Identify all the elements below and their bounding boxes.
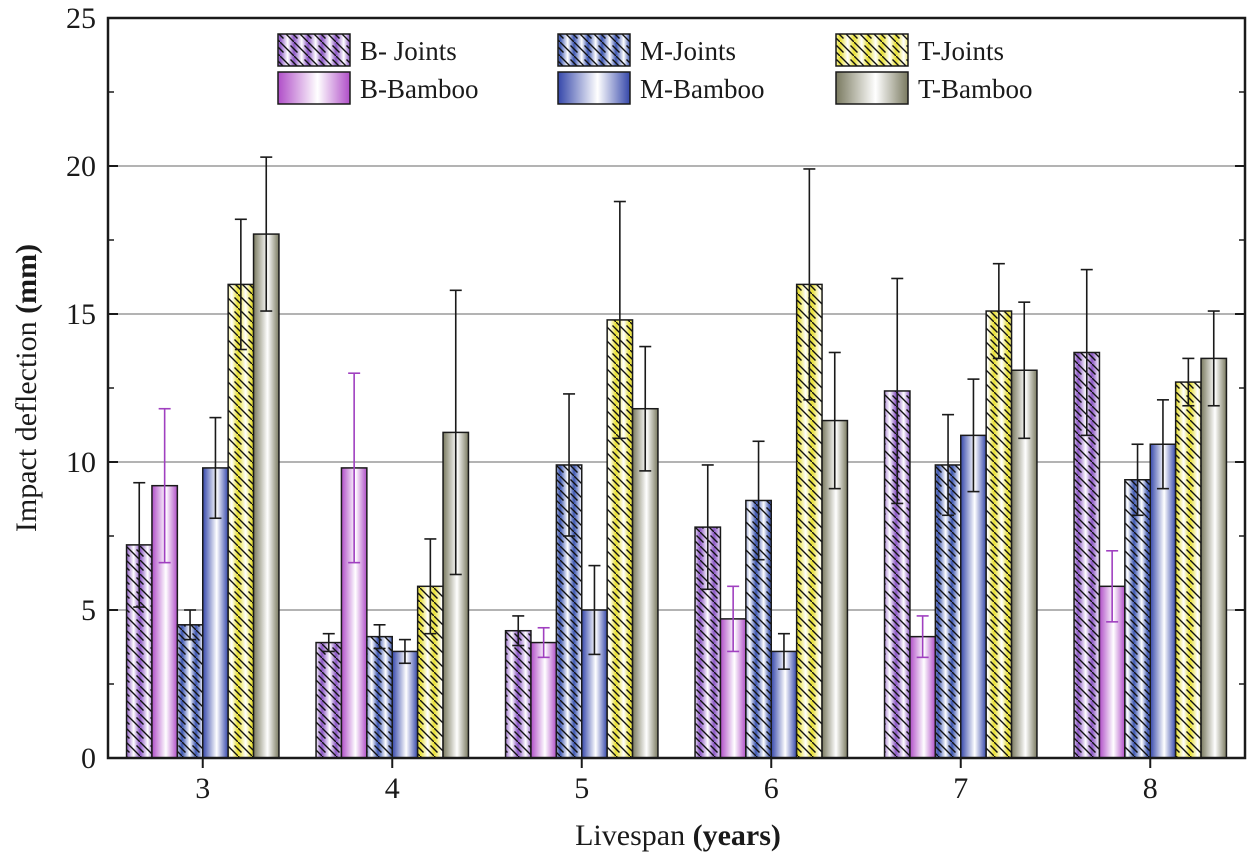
legend-label: T-Joints — [918, 36, 1004, 66]
error-bar — [424, 538, 437, 635]
y-axis-label-text: Impact deflection — [10, 321, 43, 532]
error-bar — [184, 609, 197, 641]
bar-m-joints-8 — [1124, 479, 1151, 759]
error-bar — [348, 372, 361, 564]
legend-item-b-bamboo: B-Bamboo — [277, 71, 479, 105]
bar-t-joints-7 — [985, 310, 1013, 759]
y-tick-label: 5 — [81, 594, 96, 627]
error-bar — [449, 289, 462, 576]
y-tick-label: 20 — [66, 150, 96, 183]
x-axis-label-text: Livespan — [575, 819, 685, 852]
error-bar — [639, 345, 652, 472]
bar-m-bamboo-4 — [391, 650, 419, 759]
error-bar — [891, 277, 904, 505]
gridlines — [108, 165, 1245, 611]
error-bars — [133, 156, 1220, 671]
x-axis-label: Livespan (years) — [575, 819, 781, 852]
x-axis-label-unit: (years) — [693, 819, 781, 852]
legend-label: B-Bamboo — [360, 74, 479, 104]
error-bar — [752, 440, 765, 561]
x-tick-label: 3 — [195, 772, 210, 805]
x-tick-label: 8 — [1143, 772, 1158, 805]
legend-item-t-bamboo: T-Bamboo — [835, 71, 1033, 105]
error-bar — [916, 615, 929, 659]
error-bar — [1182, 357, 1195, 407]
bar-t-bamboo-3 — [252, 233, 280, 759]
x-tick-label: 5 — [574, 772, 589, 805]
error-bar — [1080, 268, 1093, 437]
legend-label: M-Joints — [640, 36, 736, 66]
error-bar — [133, 481, 146, 608]
y-axis-label-unit: (mm) — [10, 244, 43, 314]
bar-m-joints-3 — [176, 624, 204, 759]
legend-item-m-joints: M-Joints — [557, 33, 736, 67]
x-tick-label: 4 — [385, 772, 400, 805]
y-axis-label: Impact deflection (mm) — [10, 244, 43, 532]
legend-item-t-joints: T-Joints — [835, 33, 1004, 67]
legend-swatch — [835, 33, 909, 67]
error-bar — [1131, 443, 1144, 517]
bar-b-bamboo-5 — [530, 641, 558, 759]
error-bar — [777, 632, 790, 671]
error-bar — [373, 623, 386, 650]
legend-label: M-Bamboo — [640, 74, 765, 104]
legend-swatch — [835, 71, 909, 105]
error-bar — [234, 218, 247, 351]
legend-label: B- Joints — [360, 36, 457, 66]
error-bar — [828, 351, 841, 490]
error-bar — [1156, 399, 1169, 490]
error-bar — [209, 416, 222, 520]
error-bar — [1106, 549, 1119, 623]
legend-item-b-joints: B- Joints — [277, 33, 457, 67]
error-bar — [967, 378, 980, 493]
error-bar — [398, 638, 411, 665]
bar-t-bamboo-8 — [1200, 357, 1228, 759]
error-bar — [1207, 310, 1220, 407]
error-bar — [588, 564, 601, 656]
bar-b-joints-4 — [315, 641, 343, 759]
error-bar — [537, 626, 550, 659]
legend-label: T-Bamboo — [918, 74, 1033, 104]
bar-m-bamboo-8 — [1149, 443, 1177, 759]
bars — [125, 233, 1228, 759]
x-tick-label: 7 — [953, 772, 968, 805]
y-tick-label: 0 — [81, 742, 96, 775]
legend: B- Joints M-Joints T-Joints B-Bamboo M-Bambo… — [277, 33, 1033, 105]
error-bar — [260, 156, 273, 312]
error-bar — [942, 413, 955, 517]
axes: 0 5 10 15 20 25 3 4 5 6 7 8 — [66, 2, 1245, 805]
legend-item-m-bamboo: M-Bamboo — [557, 71, 765, 105]
error-bar — [992, 262, 1005, 360]
legend-swatch — [557, 71, 631, 105]
y-tick-label: 10 — [66, 446, 96, 479]
legend-swatch — [277, 71, 351, 105]
legend-swatch — [277, 33, 351, 67]
y-tick-label: 25 — [66, 2, 96, 35]
x-tick-label: 6 — [764, 772, 779, 805]
bar-b-joints-5 — [504, 629, 532, 759]
y-tick-label: 15 — [66, 298, 96, 331]
error-bar — [512, 615, 525, 647]
bar-t-joints-3 — [227, 283, 255, 759]
error-bar — [322, 632, 335, 653]
error-bar — [158, 407, 171, 564]
error-bar — [701, 464, 714, 591]
legend-swatch — [557, 33, 631, 67]
error-bar — [563, 393, 576, 537]
error-bar — [613, 200, 626, 440]
error-bar — [1018, 301, 1031, 440]
bar-m-joints-4 — [366, 635, 394, 759]
bar-t-joints-8 — [1174, 381, 1202, 759]
error-bar — [803, 168, 816, 401]
error-bar — [727, 585, 740, 653]
